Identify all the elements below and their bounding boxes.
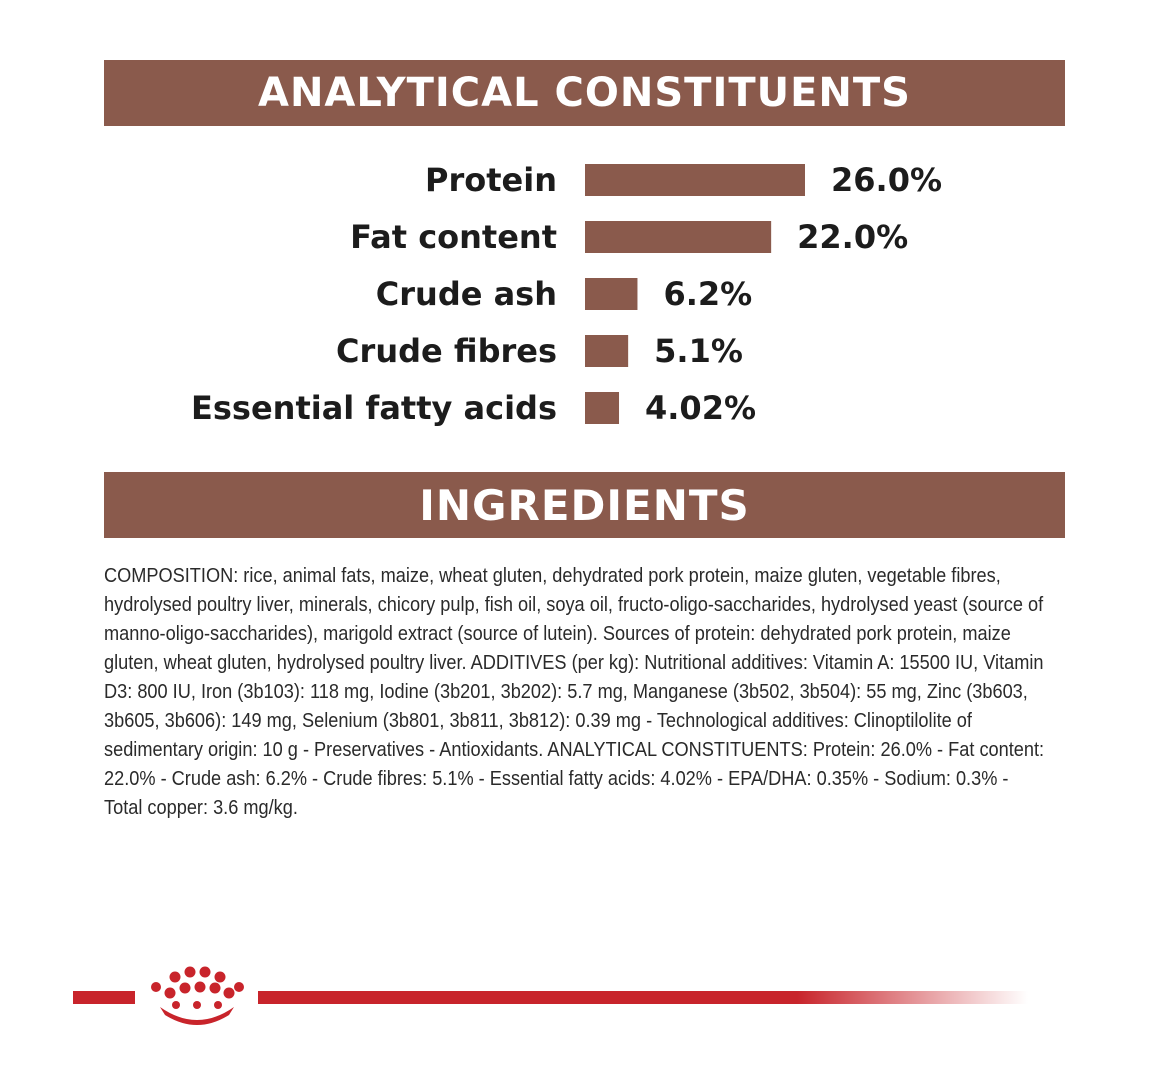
footer-line-left bbox=[73, 991, 135, 1004]
bar-2 bbox=[585, 278, 638, 310]
bar-1 bbox=[585, 221, 772, 253]
bar-0 bbox=[585, 164, 805, 196]
bar-value-label-3: 5.1% bbox=[654, 332, 743, 370]
brand-footer bbox=[73, 966, 1028, 1025]
bar-value-label-1: 22.0% bbox=[797, 218, 908, 256]
bar-label-1: Fat content bbox=[350, 218, 557, 256]
ingredients-title: INGREDIENTS bbox=[419, 480, 750, 530]
bar-3 bbox=[585, 335, 629, 367]
bar-label-0: Protein bbox=[425, 161, 557, 199]
ingredients-composition-text: COMPOSITION: rice, animal fats, maize, w… bbox=[104, 565, 1045, 819]
ingredients-header: INGREDIENTS bbox=[104, 472, 1065, 538]
analytical-constituents-title: ANALYTICAL CONSTITUENTS bbox=[258, 70, 911, 116]
bar-value-label-2: 6.2% bbox=[663, 275, 752, 313]
bar-value-label-4: 4.02% bbox=[645, 389, 756, 427]
analytical-constituents-header: ANALYTICAL CONSTITUENTS bbox=[104, 60, 1065, 126]
bar-value-label-0: 26.0% bbox=[831, 161, 942, 199]
bar-label-2: Crude ash bbox=[376, 275, 557, 313]
footer-line-right bbox=[258, 991, 1028, 1004]
crown-icon bbox=[151, 966, 244, 1025]
bar-4 bbox=[585, 392, 620, 424]
bar-label-4: Essential fatty acids bbox=[191, 389, 557, 427]
analytical-bar-chart: Protein 26.0% Fat content 22.0% Crude ash 6.2… bbox=[191, 161, 942, 427]
bar-label-3: Crude fibres bbox=[336, 332, 557, 370]
